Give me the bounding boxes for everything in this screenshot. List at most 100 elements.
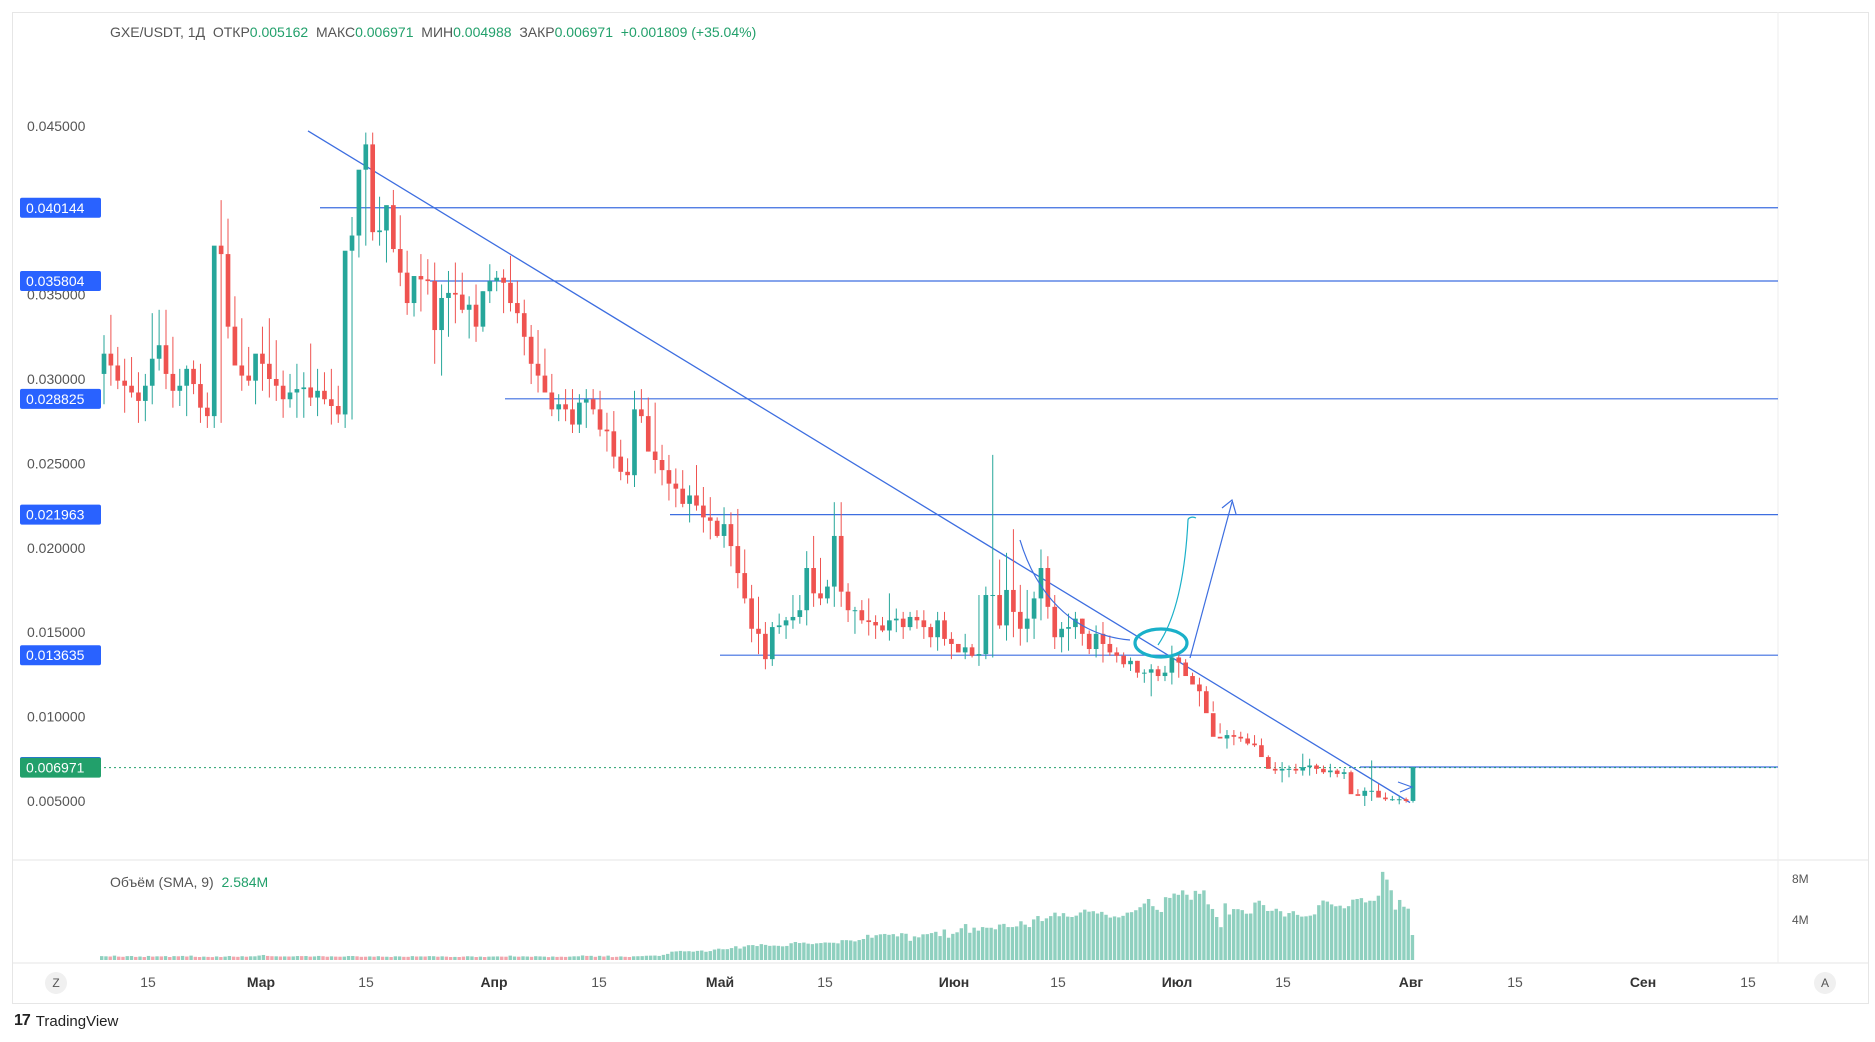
- candle-body: [1259, 745, 1264, 758]
- volume-bar: [223, 956, 227, 960]
- volume-bar: [261, 954, 266, 960]
- candle: [990, 454, 996, 658]
- candle-body: [232, 326, 238, 366]
- volume-bar: [1019, 921, 1023, 960]
- candle: [342, 250, 348, 428]
- volume-bar: [1023, 924, 1027, 960]
- volume-bar: [683, 951, 687, 960]
- candle: [1183, 659, 1188, 677]
- volume-bar: [376, 956, 381, 960]
- candle: [273, 340, 279, 401]
- candle-body: [287, 392, 293, 400]
- candle: [494, 270, 500, 292]
- level-badge-bg: [20, 504, 101, 525]
- volume-bar: [304, 956, 308, 960]
- candle: [143, 373, 148, 422]
- candle: [1259, 738, 1264, 758]
- candle-body: [707, 517, 713, 521]
- candle-body: [625, 471, 630, 476]
- candle-body: [473, 304, 479, 327]
- candle: [1114, 647, 1120, 663]
- candle-body: [1272, 768, 1278, 771]
- volume-bar: [793, 941, 798, 960]
- x-tick-15: 15: [1507, 974, 1523, 990]
- volume-bar: [895, 936, 900, 960]
- legend-interval[interactable]: 1Д: [187, 24, 206, 40]
- candle: [198, 363, 203, 423]
- volume-bar: [1066, 916, 1070, 960]
- last-price-badge: 0.006971: [20, 757, 101, 778]
- candle-body: [294, 389, 300, 393]
- volume-bar: [363, 956, 368, 960]
- volume-bar: [1002, 923, 1006, 960]
- candle: [280, 370, 286, 418]
- volume-bar: [1338, 905, 1342, 960]
- volume-bar: [1325, 901, 1330, 960]
- candle-body: [322, 390, 327, 400]
- level-badge-0.013635: 0.013635: [20, 645, 101, 666]
- candle: [1383, 792, 1388, 801]
- level-badge-0.040144: 0.040144: [20, 197, 101, 218]
- volume-bar: [1108, 917, 1112, 960]
- volume-bar: [1185, 894, 1189, 960]
- volume-bar: [1146, 898, 1151, 960]
- candle: [308, 343, 314, 406]
- candle: [742, 549, 748, 604]
- volume-bar: [810, 944, 815, 960]
- candle-body: [170, 373, 176, 391]
- volume-bar: [938, 936, 942, 960]
- legend-high: 0.006971: [355, 24, 414, 40]
- candle: [997, 559, 1002, 629]
- candle: [942, 611, 947, 646]
- candle-body: [1265, 757, 1271, 769]
- volume-bar: [265, 955, 270, 960]
- candle: [1293, 763, 1299, 774]
- volume-bar: [291, 956, 295, 960]
- candle: [1217, 723, 1223, 739]
- y-tick-0.020000: 0.020000: [27, 540, 86, 556]
- chart-frame[interactable]: [12, 12, 1869, 1004]
- volume-bar: [610, 957, 615, 960]
- volume-bar: [1142, 903, 1147, 960]
- volume-bar: [1261, 905, 1266, 960]
- volume-bar: [1014, 926, 1019, 960]
- volume-bar: [644, 955, 649, 960]
- volume-bar: [827, 942, 832, 960]
- candle: [446, 270, 451, 337]
- candle: [329, 368, 334, 425]
- volume-bar: [1112, 916, 1117, 960]
- volume-bar: [772, 945, 776, 960]
- volume-bar: [1291, 911, 1295, 960]
- volume-bar: [495, 956, 500, 960]
- volume-bar: [1368, 900, 1372, 960]
- candle-body: [618, 456, 624, 472]
- candle: [962, 633, 968, 660]
- volume-legend[interactable]: Объём (SMA, 9) 2.584M: [110, 874, 268, 890]
- level-badge-text: 0.021963: [26, 507, 85, 523]
- volume-bar: [1240, 910, 1244, 960]
- timezone-button[interactable]: Z: [45, 972, 67, 994]
- candle: [508, 255, 513, 312]
- volume-bar: [444, 956, 449, 960]
- volume-bar: [253, 956, 257, 960]
- candle-body: [652, 451, 658, 460]
- candle: [887, 593, 892, 641]
- candle-body: [163, 345, 169, 374]
- tradingview-logo[interactable]: 17 TradingView: [14, 1012, 118, 1030]
- volume-bar: [270, 956, 274, 960]
- candle: [645, 397, 651, 452]
- legend-symbol[interactable]: GXE/USDT: [110, 24, 181, 40]
- candle-body: [384, 205, 389, 231]
- candle: [453, 262, 458, 324]
- volume-bar: [1266, 910, 1270, 960]
- auto-scale-button[interactable]: A: [1814, 972, 1836, 994]
- candle-body: [1327, 770, 1333, 773]
- candle-body: [859, 610, 865, 621]
- candle: [1238, 731, 1244, 742]
- volume-bar: [525, 956, 529, 960]
- volume-bar: [874, 935, 878, 960]
- candle: [900, 611, 906, 639]
- volume-bar: [1129, 912, 1134, 960]
- volume-bar: [695, 950, 700, 960]
